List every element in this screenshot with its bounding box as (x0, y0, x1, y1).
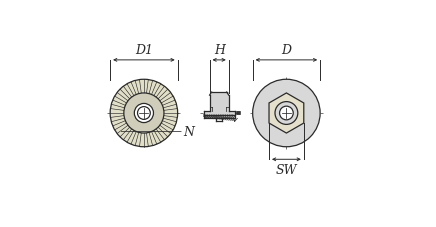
Bar (210, 93, 229, 111)
Circle shape (137, 107, 150, 120)
Circle shape (124, 94, 164, 133)
Bar (204, 115, 235, 118)
Circle shape (275, 102, 298, 125)
Text: H: H (214, 44, 225, 57)
Text: SW: SW (276, 164, 297, 177)
Text: N: N (183, 126, 194, 138)
Text: D1: D1 (135, 44, 153, 57)
Circle shape (134, 104, 153, 123)
Polygon shape (110, 80, 177, 147)
Text: D: D (281, 44, 291, 57)
Circle shape (279, 107, 293, 120)
Circle shape (252, 80, 320, 147)
Polygon shape (269, 94, 304, 133)
Bar (204, 111, 235, 115)
